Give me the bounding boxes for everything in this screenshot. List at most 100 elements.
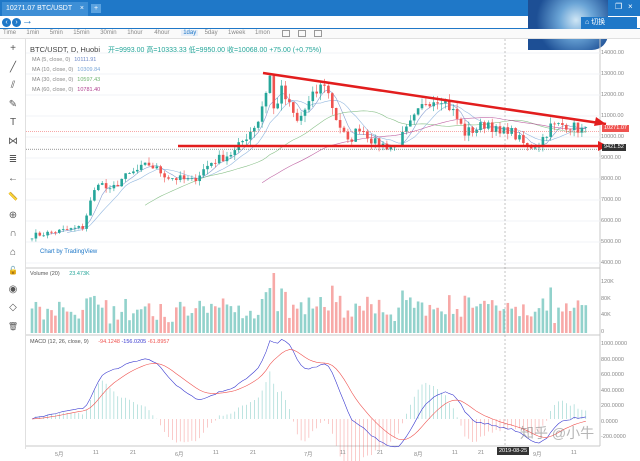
candle-body [479,122,482,130]
back-arrow-icon[interactable]: ← [8,172,18,184]
candle-body [358,128,361,132]
text-icon[interactable]: T [9,117,17,128]
time-tick: 6月 [175,452,184,458]
time-tick: 11 [340,450,346,456]
volume-bar [97,304,100,333]
macd-tick: 600.0000 [601,372,624,378]
macd-tick: 1000.0000 [601,341,627,347]
candle-body [155,166,159,169]
timeframe-1mon[interactable]: 1mon [255,30,271,36]
volume-bar [331,285,334,333]
candle-body [463,123,467,136]
timeframe-1hour[interactable]: 1hour [127,30,143,36]
timeframe-30min[interactable]: 30min [100,30,117,36]
volume-bar [241,318,244,333]
tradingview-attribution[interactable]: Chart by TradingView [40,249,98,255]
candle-body [311,91,315,102]
restore-button[interactable]: ❐ [615,2,623,11]
volume-bar [545,310,549,333]
volume-bar [327,310,330,333]
volume-bar [198,300,201,333]
candle-body [77,226,81,228]
volume-bar [405,300,408,333]
volume-bar [502,309,506,333]
volume-bar [479,303,482,333]
crosshair-icon[interactable]: + [10,43,16,54]
last-price-label: 10271.07 [602,125,629,132]
volume-bar [455,309,459,333]
candle-body [436,102,439,104]
new-tab-button[interactable]: + [91,4,101,13]
chart-type-icon[interactable] [282,30,291,37]
candle-body [104,183,108,189]
candle-body [510,128,513,134]
trendline-icon[interactable]: ╱ [9,61,17,73]
timeframe-15min[interactable]: 15min [73,30,90,36]
drawing-toolbar: + ╱ ⫽ ✎ T ⋈ ≣ ← 📏 ⊕ ∩ ⌂ 🔓 ◉ ◇ 🗑 [0,39,26,449]
macd-tick: 400.0000 [601,387,624,394]
pattern-icon[interactable]: ⋈ [8,135,18,147]
settings-icon[interactable] [298,30,307,37]
volume-bar [370,304,373,333]
timeframe-5min[interactable]: 5min [49,30,63,36]
volume-bar [143,306,147,333]
volume-bar [272,273,276,333]
candle-body [46,231,49,236]
candle-body [58,229,61,233]
magnet-icon[interactable]: ∩ [9,228,17,239]
window-close-button[interactable]: × [628,2,633,11]
macd-tick: 0.0000 [601,418,618,425]
timeframe-5day[interactable]: 5day [204,30,218,36]
volume-bar [171,321,174,333]
lock-drawing-icon[interactable]: ⌂ [9,246,17,258]
volume-bar [483,300,486,333]
candle-body [256,121,260,128]
fullscreen-icon[interactable] [314,30,323,37]
timeframe-1min[interactable]: 1min [26,30,40,36]
timeframe-Time[interactable]: Time [3,30,17,36]
timeframe-1week[interactable]: 1week [228,30,246,36]
time-tick: 11 [213,450,219,456]
volume-bar [358,305,361,333]
zoom-icon[interactable]: ⊕ [8,209,18,221]
time-tick: 11 [571,450,577,456]
candle-body [541,137,545,147]
switch-button[interactable]: ⌂ 切换 [581,17,637,29]
back-icon[interactable]: ‹ [2,18,11,27]
browser-tab[interactable]: 10271.07 BTC/USDT × [2,2,88,16]
candle-body [229,154,233,157]
eye-icon[interactable]: ◉ [8,283,18,295]
candle-body [139,164,143,170]
price-tick: 12000.00 [601,92,624,98]
tab-close-button[interactable]: × [79,5,84,12]
macd-tick: -200.0000 [601,434,626,440]
lock-icon[interactable]: 🔓 [8,266,18,275]
volume-bar [50,310,53,333]
candle-body [584,127,588,128]
symbol-label[interactable]: BTC/USDT, D, Huobi [30,45,101,54]
fib-icon[interactable]: ≣ [8,154,18,165]
address-bar[interactable]: ‹ › → [0,15,640,29]
brush-icon[interactable]: ✎ [8,98,18,110]
volume-bar [77,318,81,333]
forward-icon[interactable]: › [12,18,21,27]
volume-bar [549,287,552,333]
trash-icon[interactable]: 🗑 [7,321,19,331]
time-tick: 21 [250,450,257,456]
pitchfork-icon[interactable]: ⫽ [10,80,16,91]
volume-bar [412,307,416,333]
volume-bar [54,315,57,333]
go-arrow-icon[interactable]: → [22,15,33,27]
ma-label: MA (60, close, 0) [32,87,74,93]
candle-body [69,228,73,230]
timeframe-1day[interactable]: 1day [181,30,199,36]
candle-body [97,184,100,191]
timeframe-4hour[interactable]: 4hour [154,30,170,36]
volume-bar [565,303,568,333]
open-value: 开=9993.00 [107,47,145,54]
layers-icon[interactable]: ◇ [9,302,17,313]
volume-bar [397,307,400,333]
tab-title: 10271.07 BTC/USDT [6,5,73,12]
ruler-icon[interactable]: 📏 [8,192,18,201]
